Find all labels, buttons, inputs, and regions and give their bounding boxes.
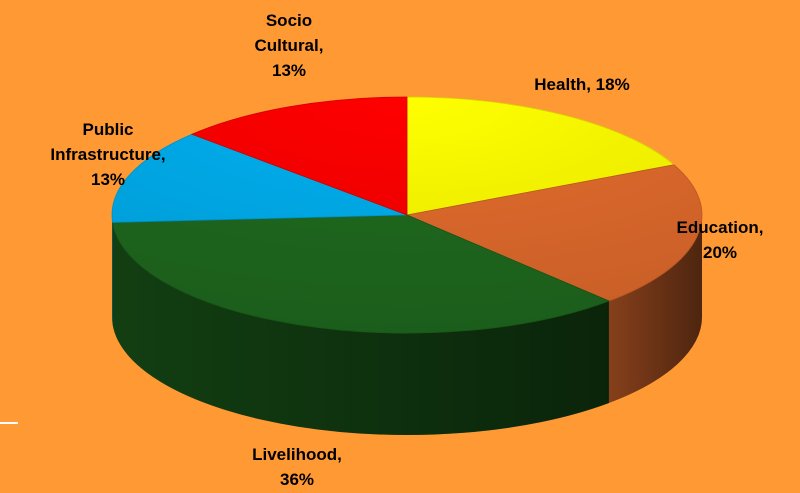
- pie-tops: [111, 96, 703, 334]
- data-label-line: Education,: [677, 218, 764, 237]
- data-label-health: Health, 18%: [534, 75, 629, 94]
- data-label-line: 13%: [91, 170, 125, 189]
- data-label-line: 13%: [272, 61, 306, 80]
- data-label-line: Public: [82, 120, 133, 139]
- data-label-education: Education, 20%: [677, 218, 764, 262]
- pie-side-shading: [112, 222, 609, 436]
- pie-sides: [112, 215, 702, 436]
- data-label-line: 20%: [703, 243, 737, 262]
- pie-labels: Health, 18% Education, 20% Livelihood, 36% Pu…: [50, 11, 763, 489]
- data-label-line: Health, 18%: [534, 75, 629, 94]
- data-label-line: 36%: [280, 470, 314, 489]
- data-label-line: Cultural,: [255, 36, 324, 55]
- data-label-line: Infrastructure,: [50, 145, 165, 164]
- pie-top-shading: [112, 97, 702, 333]
- data-label-line: Livelihood,: [252, 445, 342, 464]
- data-label-line: Socio: [266, 11, 312, 30]
- pie-side-shading: [112, 215, 113, 325]
- data-label-public-infrastructure: Public Infrastructure, 13%: [50, 120, 165, 189]
- data-label-socio-cultural: Socio Cultural, 13%: [255, 11, 324, 80]
- pie-side-shading: [608, 215, 702, 404]
- data-label-livelihood: Livelihood, 36%: [252, 445, 342, 489]
